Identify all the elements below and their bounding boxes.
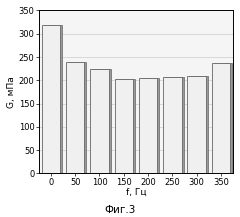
- Bar: [42, 25, 60, 173]
- Text: Фиг.3: Фиг.3: [104, 205, 136, 215]
- Bar: [114, 79, 133, 173]
- Bar: [165, 77, 184, 173]
- Bar: [68, 62, 86, 173]
- Bar: [212, 63, 230, 173]
- Bar: [90, 69, 109, 173]
- Y-axis label: G, мПа: G, мПа: [7, 76, 16, 108]
- Bar: [141, 77, 159, 173]
- Bar: [92, 69, 111, 173]
- Bar: [44, 25, 62, 173]
- X-axis label: f, Гц: f, Гц: [126, 188, 146, 197]
- Bar: [187, 76, 206, 173]
- Bar: [189, 76, 208, 173]
- Bar: [214, 63, 232, 173]
- Bar: [66, 62, 84, 173]
- Bar: [139, 77, 157, 173]
- Bar: [116, 79, 135, 173]
- Bar: [163, 77, 182, 173]
